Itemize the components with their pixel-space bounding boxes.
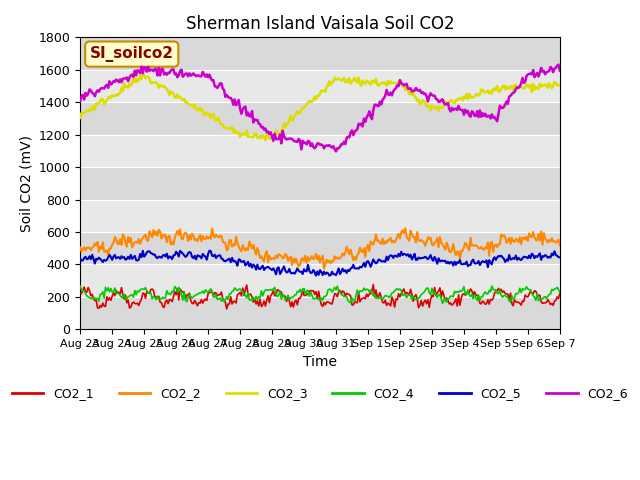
Bar	[80, 297, 560, 329]
Legend: CO2_1, CO2_2, CO2_3, CO2_4, CO2_5, CO2_6: CO2_1, CO2_2, CO2_3, CO2_4, CO2_5, CO2_6	[7, 382, 633, 405]
Bar	[80, 102, 560, 135]
X-axis label: Time: Time	[303, 355, 337, 369]
Bar	[80, 232, 560, 264]
Text: SI_soilco2: SI_soilco2	[90, 46, 174, 62]
Y-axis label: Soil CO2 (mV): Soil CO2 (mV)	[19, 135, 33, 232]
Bar	[80, 37, 560, 70]
Title: Sherman Island Vaisala Soil CO2: Sherman Island Vaisala Soil CO2	[186, 15, 454, 33]
Bar	[80, 167, 560, 200]
